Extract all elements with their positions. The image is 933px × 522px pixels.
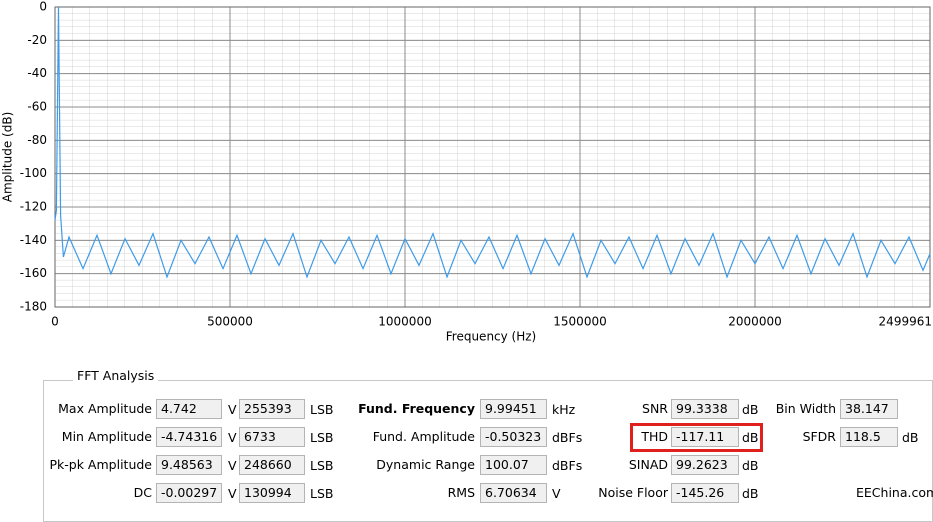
field-value: 130994 — [239, 483, 305, 503]
x-axis-title: Frequency (Hz) — [446, 330, 537, 344]
field-unit: dBFs — [552, 430, 583, 445]
y-tick-label: -20 — [27, 33, 47, 47]
field-unit: dB — [902, 430, 919, 445]
field-value: 6733 — [239, 427, 305, 447]
y-tick-label: -80 — [27, 133, 47, 147]
field-unit: V — [228, 402, 237, 417]
field-unit: V — [552, 486, 561, 501]
x-tick-label: 0 — [51, 315, 59, 329]
x-tick-label: 2499961 — [879, 315, 932, 329]
field-label: SNR — [642, 401, 668, 416]
field-unit: V — [228, 486, 237, 501]
y-tick-label: -60 — [27, 100, 47, 114]
group-title: FFT Analysis — [73, 366, 159, 386]
spectrum-line — [54, 6, 931, 279]
x-tick-label: 1000000 — [378, 315, 431, 329]
field-value: 118.5 — [840, 427, 898, 447]
field-label: SFDR — [802, 429, 836, 444]
y-tick-label: -40 — [27, 66, 47, 80]
field-unit: LSB — [310, 402, 334, 417]
minor-grid — [55, 7, 930, 307]
field-value: 100.07 — [480, 455, 547, 475]
y-tick-label: -140 — [20, 233, 47, 247]
field-label: Fund. Frequency — [358, 401, 475, 416]
field-label: Min Amplitude — [61, 429, 152, 444]
field-label: Dynamic Range — [376, 457, 475, 472]
field-label: Noise Floor — [598, 485, 668, 500]
field-value: 38.147 — [840, 399, 898, 419]
field-value: 99.2623 — [671, 455, 739, 475]
field-value: -0.50323 — [480, 427, 547, 447]
field-value: -117.11 — [671, 427, 739, 447]
field-unit: V — [228, 458, 237, 473]
field-label: SINAD — [628, 457, 668, 472]
field-value: -4.74316 — [156, 427, 222, 447]
field-label: Pk-pk Amplitude — [49, 457, 153, 472]
field-unit: dB — [742, 430, 759, 445]
field-unit: kHz — [552, 402, 576, 417]
watermark: EEChina.com — [856, 485, 933, 500]
field-unit: LSB — [310, 430, 334, 445]
chart: Frequency (Hz) Amplitude (dB) 0 -20 -40 -60… — [1, 0, 933, 344]
x-tick-label: 500000 — [207, 315, 253, 329]
field-label: Bin Width — [775, 401, 836, 416]
field-label: Max Amplitude — [58, 401, 152, 416]
field-unit: dB — [742, 458, 759, 473]
y-tick-label: -100 — [20, 166, 47, 180]
y-axis-title: Amplitude (dB) — [1, 112, 15, 203]
field-unit: dBFs — [552, 458, 583, 473]
field-value: -0.00297 — [156, 483, 222, 503]
field-value: 6.70634 — [480, 483, 547, 503]
field-value: 248660 — [239, 455, 305, 475]
field-unit: V — [228, 430, 237, 445]
y-tick-label: -120 — [20, 200, 47, 214]
field-value: 4.742 — [156, 399, 222, 419]
field-label: DC — [133, 485, 152, 500]
field-label: Fund. Amplitude — [372, 429, 475, 444]
field-unit: LSB — [310, 486, 334, 501]
field-unit: LSB — [310, 458, 334, 473]
field-unit: dB — [742, 402, 759, 417]
plot-border — [54, 6, 931, 308]
field-unit: dB — [742, 486, 759, 501]
field-value: 255393 — [239, 399, 305, 419]
x-tick-label: 2000000 — [728, 315, 781, 329]
y-tick-label: 0 — [39, 0, 47, 14]
y-tick-label: -160 — [20, 266, 47, 280]
y-tick-label: -180 — [20, 300, 47, 314]
field-label: THD — [641, 429, 668, 444]
highlight-box — [630, 423, 763, 452]
field-value: 9.48563 — [156, 455, 222, 475]
field-value: 99.3338 — [671, 399, 739, 419]
field-value: 9.99451 — [480, 399, 547, 419]
field-label: RMS — [447, 485, 475, 500]
field-value: -145.26 — [671, 483, 739, 503]
x-tick-label: 1500000 — [553, 315, 606, 329]
